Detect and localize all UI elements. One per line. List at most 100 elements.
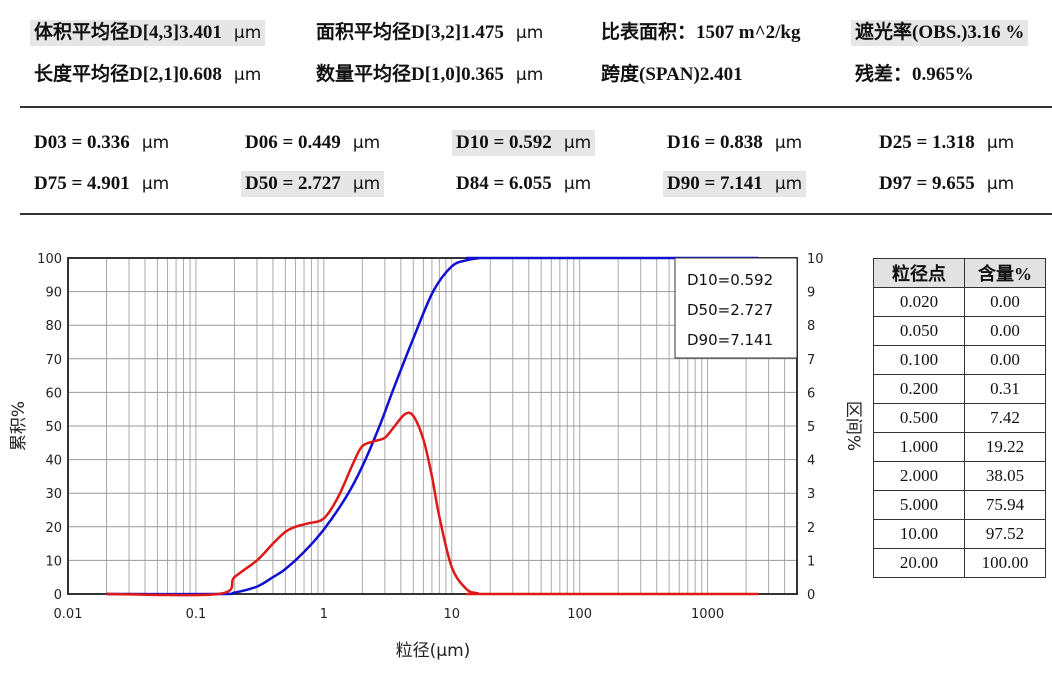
y-tick-label: 100 [37, 252, 62, 267]
stat-label: D16 = 0.838 [667, 132, 763, 153]
stat-unit: μm [141, 133, 170, 153]
y-tick-label: 90 [45, 286, 62, 301]
stat-unit: μm [233, 23, 262, 43]
stat-item: D84 = 6.055 μm [452, 171, 595, 197]
legend-entry: D50=2.727 [687, 301, 773, 319]
stat-item: D03 = 0.336 μm [30, 130, 173, 156]
stat-item: 跨度(SPAN)2.401 [597, 62, 747, 88]
stat-item: D25 = 1.318 μm [875, 130, 1018, 156]
y-tick-label: 80 [45, 319, 62, 334]
stat-unit: μm [563, 133, 592, 153]
stat-unit: μm [515, 65, 544, 85]
table-cell: 5.000 [873, 490, 965, 520]
y-tick-label: 0 [54, 588, 62, 603]
stat-unit: μm [774, 174, 803, 194]
table-cell: 19.22 [964, 432, 1046, 462]
y2-tick-label: 1 [807, 554, 815, 569]
stat-label: D03 = 0.336 [34, 132, 130, 153]
stat-label: 数量平均径D[1,0]0.365 [316, 64, 504, 85]
table-cell: 7.42 [964, 403, 1046, 433]
table-cell: 1.000 [873, 432, 965, 462]
stat-label: D06 = 0.449 [245, 132, 341, 153]
stat-unit: μm [986, 174, 1015, 194]
stat-item: D90 = 7.141 μm [663, 171, 807, 197]
table-row: 0.050 0.00 [873, 316, 1046, 346]
y2-tick-label: 3 [807, 487, 815, 502]
stat-item: D75 = 4.901 μm [30, 171, 173, 197]
stat-label: D97 = 9.655 [879, 173, 975, 194]
x-tick-label: 0.01 [54, 607, 83, 622]
y-tick-label: 60 [45, 386, 62, 401]
stat-item: 体积平均径D[4,3]3.401 μm [30, 20, 266, 46]
stat-unit: μm [233, 65, 262, 85]
table-cell: 75.94 [964, 490, 1046, 520]
y2-tick-label: 6 [807, 386, 815, 401]
table-header-size: 粒径点 [873, 258, 965, 288]
stat-item: D50 = 2.727 μm [241, 171, 385, 197]
legend-box [674, 257, 798, 359]
y-tick-label: 50 [45, 420, 62, 435]
stat-item: 面积平均径D[3,2]1.475 μm [312, 20, 547, 46]
legend-entry: D10=0.592 [687, 271, 773, 289]
y-tick-label: 10 [45, 554, 62, 569]
y2-tick-label: 2 [807, 521, 815, 536]
y-axis-label: 累积% [9, 401, 29, 451]
stat-unit: μm [986, 133, 1015, 153]
cumulative-curve [106, 256, 759, 596]
stat-item: D06 = 0.449 μm [241, 130, 384, 156]
plot-frame [67, 257, 798, 595]
table-cell: 0.500 [873, 403, 965, 433]
legend-entry: D90=7.141 [687, 331, 773, 349]
table-cell: 97.52 [964, 519, 1046, 549]
table-row: 0.020 0.00 [873, 287, 1046, 317]
stat-item: D10 = 0.592 μm [452, 130, 596, 156]
stat-label: 长度平均径D[2,1]0.608 [34, 64, 222, 85]
table-row: 20.00 100.00 [873, 548, 1046, 578]
y2-tick-label: 0 [807, 588, 815, 603]
table-row: 10.00 97.52 [873, 519, 1046, 549]
stat-item: 残差：0.965% [851, 62, 978, 88]
table-cell: 0.31 [964, 374, 1046, 404]
y2-tick-label: 10 [807, 252, 824, 267]
size-content-table: 粒径点 含量% 0.020 0.00 0.050 0.00 0.100 0.00 0.200… [873, 258, 1046, 578]
table-cell: 0.100 [873, 345, 965, 375]
table-cell: 100.00 [964, 548, 1046, 578]
stat-label: D50 = 2.727 [245, 173, 341, 194]
table-cell: 20.00 [873, 548, 965, 578]
stat-label: 比表面积：1507 m^2/kg [601, 22, 801, 43]
stat-label: 遮光率(OBS.)3.16 % [855, 22, 1025, 43]
stat-label: D90 = 7.141 [667, 173, 763, 194]
table-cell: 0.00 [964, 316, 1046, 346]
stat-label: 残差：0.965% [855, 64, 974, 85]
stat-unit: μm [141, 174, 170, 194]
stat-label: D75 = 4.901 [34, 173, 130, 194]
stat-item: D16 = 0.838 μm [663, 130, 806, 156]
stat-unit: μm [563, 174, 592, 194]
y2-axis-label: 区间% [843, 401, 863, 451]
y2-tick-label: 8 [807, 319, 815, 334]
x-tick-label: 1000 [691, 607, 724, 622]
stat-label: D25 = 1.318 [879, 132, 975, 153]
table-row: 0.500 7.42 [873, 403, 1046, 433]
table-row: 0.200 0.31 [873, 374, 1046, 404]
table-cell: 0.200 [873, 374, 965, 404]
x-tick-label: 0.1 [186, 607, 207, 622]
y-tick-label: 20 [45, 521, 62, 536]
y-tick-label: 70 [45, 353, 62, 368]
stat-label: 面积平均径D[3,2]1.475 [316, 22, 504, 43]
stat-unit: μm [515, 23, 544, 43]
y-tick-label: 30 [45, 487, 62, 502]
stat-unit: μm [774, 133, 803, 153]
table-row: 0.100 0.00 [873, 345, 1046, 375]
y2-tick-label: 4 [807, 454, 815, 469]
table-cell: 0.00 [964, 345, 1046, 375]
table-cell: 2.000 [873, 461, 965, 491]
y-tick-label: 40 [45, 454, 62, 469]
table-cell: 0.00 [964, 287, 1046, 317]
stat-unit: μm [352, 133, 381, 153]
x-tick-label: 10 [443, 607, 460, 622]
y2-tick-label: 9 [807, 286, 815, 301]
table-cell: 0.020 [873, 287, 965, 317]
table-cell: 38.05 [964, 461, 1046, 491]
